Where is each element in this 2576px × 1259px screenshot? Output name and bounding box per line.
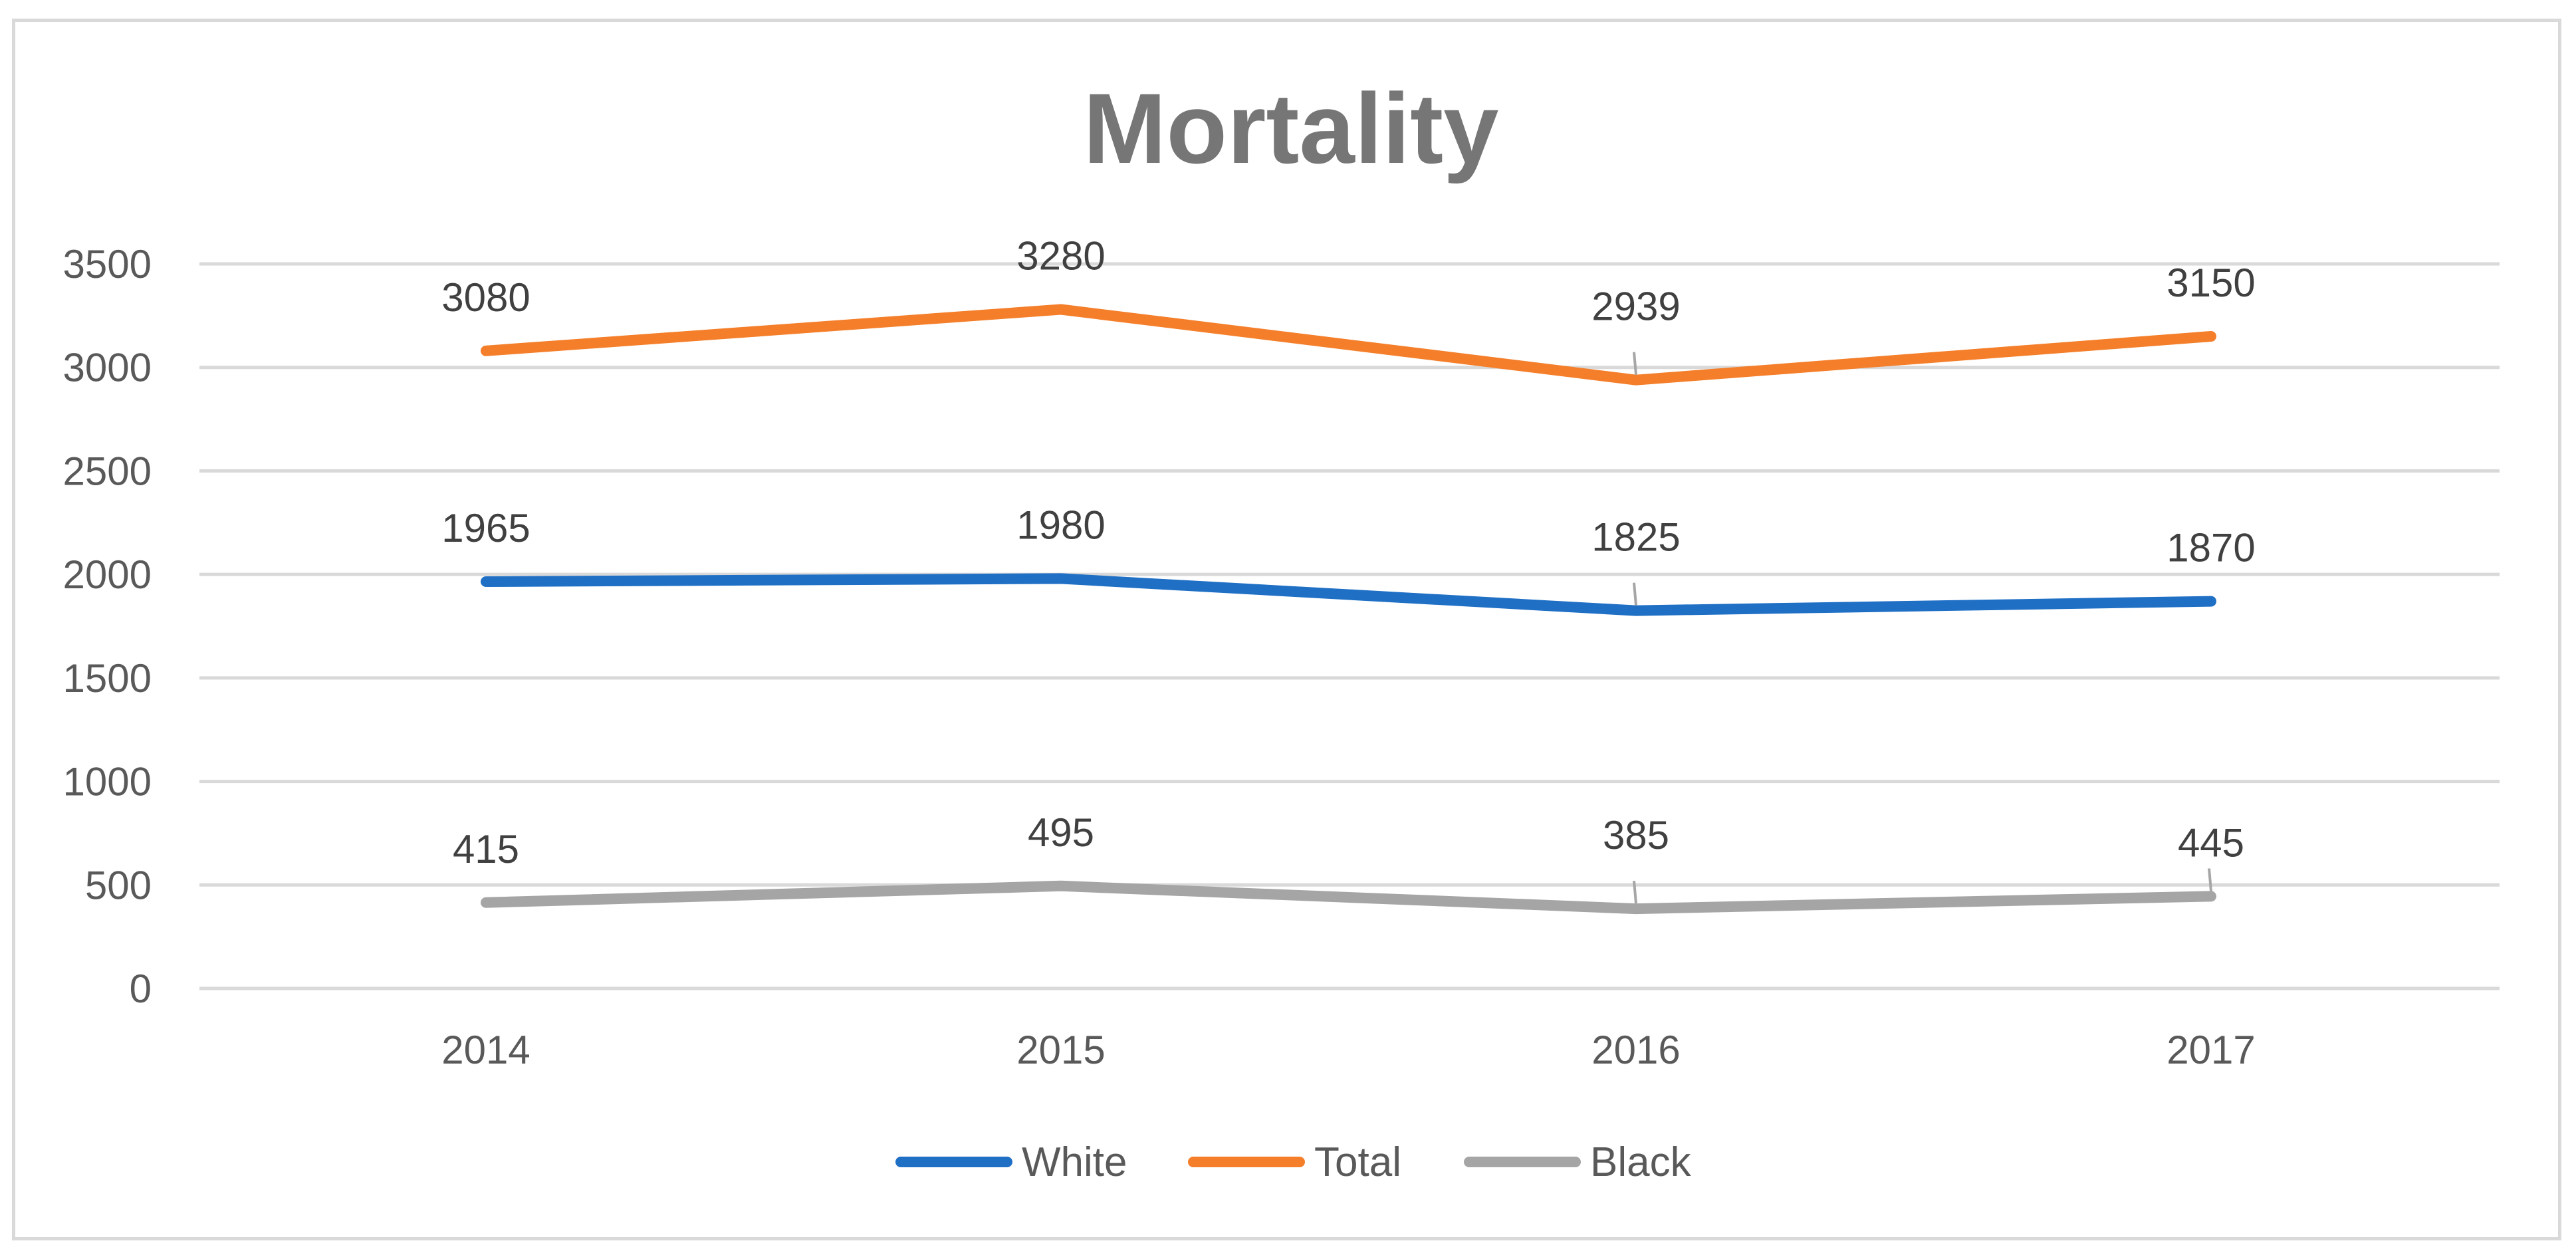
- x-tick-label: 2014: [441, 1028, 530, 1072]
- data-label-total: 3150: [2166, 261, 2255, 305]
- data-label-black: 415: [453, 827, 519, 871]
- data-label-leader: [1633, 880, 1637, 904]
- x-tick-label: 2016: [1591, 1028, 1680, 1072]
- x-tick-label: 2015: [1016, 1028, 1105, 1072]
- data-label-white: 1965: [441, 506, 530, 550]
- data-label-leader: [2208, 868, 2212, 891]
- y-axis: 0 500 1000 1500 2000 2500 3000 3500: [63, 242, 152, 1011]
- data-label-total: 3080: [441, 275, 530, 320]
- legend-item-total[interactable]: Total: [1188, 1139, 1401, 1185]
- data-label-white: 1980: [1016, 503, 1105, 547]
- data-label-black: 385: [1603, 813, 1669, 858]
- legend-label: White: [1022, 1139, 1127, 1185]
- data-label-white: 1870: [2166, 526, 2255, 570]
- y-tick-label: 2000: [63, 552, 152, 597]
- data-labels: 1965 1980 1825 1870 3080 3280 2939 3150 415 495 38…: [441, 234, 2256, 904]
- y-tick-label: 2500: [63, 449, 152, 493]
- chart-frame: [12, 19, 2561, 1240]
- chart-title: Mortality: [1083, 72, 1498, 184]
- series-line-black: [481, 880, 2216, 915]
- series-lines: [481, 304, 2216, 915]
- x-tick-label: 2017: [2166, 1028, 2255, 1072]
- y-tick-label: 0: [130, 967, 152, 1011]
- x-axis: 2014 2015 2016 2017: [441, 1028, 2255, 1072]
- data-label-total: 2939: [1591, 285, 1680, 329]
- legend: White Total Black: [895, 1139, 1692, 1185]
- data-label-leader: [1633, 582, 1637, 606]
- y-tick-label: 500: [85, 863, 152, 907]
- data-label-white: 1825: [1591, 515, 1680, 560]
- y-tick-label: 1500: [63, 656, 152, 701]
- y-tick-label: 1000: [63, 760, 152, 804]
- legend-item-black[interactable]: Black: [1464, 1139, 1692, 1185]
- series-line-total: [481, 304, 2216, 386]
- y-tick-label: 3500: [63, 242, 152, 286]
- legend-label: Total: [1314, 1139, 1401, 1185]
- y-tick-label: 3000: [63, 346, 152, 390]
- gridlines: [199, 262, 2500, 990]
- data-label-black: 445: [2178, 820, 2244, 865]
- legend-item-white[interactable]: White: [895, 1139, 1127, 1185]
- data-label-leader: [1633, 352, 1637, 375]
- data-label-black: 495: [1028, 810, 1094, 855]
- series-line-white: [481, 573, 2216, 616]
- legend-label: Black: [1590, 1139, 1692, 1185]
- data-label-total: 3280: [1016, 234, 1105, 279]
